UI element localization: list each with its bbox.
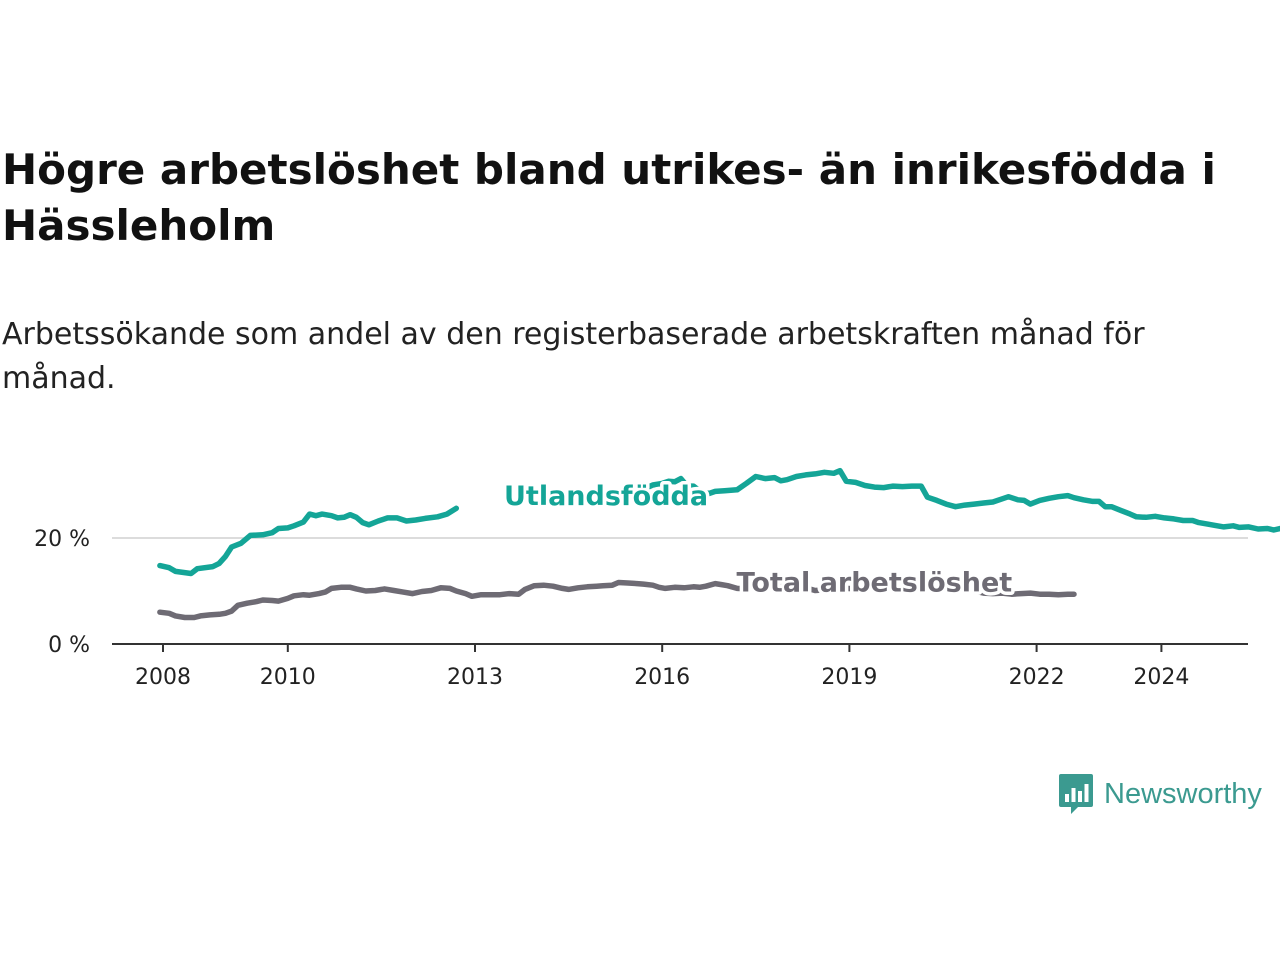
x-tick-label: 2024 xyxy=(1133,665,1189,690)
x-tick-label: 2008 xyxy=(135,665,191,690)
chart-title: Högre arbetslöshet bland utrikes- än inr… xyxy=(2,145,1216,250)
x-tick-label: 2013 xyxy=(447,665,503,690)
x-tick-label: 2022 xyxy=(1009,665,1065,690)
series-line-utlandsfodda xyxy=(157,505,460,577)
series-line-total-arbetsloshet xyxy=(157,579,1077,621)
brand-name: Newsworthy xyxy=(1104,777,1262,810)
chart-subtitle: Arbetssökande som andel av den registerb… xyxy=(2,317,1145,396)
newsworthy-logo: Newsworthy xyxy=(1058,772,1262,816)
x-axis: 2008 2010 2013 2016 2019 2022 2024 xyxy=(112,643,1248,690)
x-tick-label: 2016 xyxy=(634,665,690,690)
y-tick-label: 0 % xyxy=(48,633,90,658)
x-tick-label: 2010 xyxy=(260,665,316,690)
newsworthy-logo-icon xyxy=(1059,774,1093,814)
gridlines: 0 % 20 % xyxy=(34,527,1248,658)
series-annotation: Total arbetslöshet xyxy=(737,568,1013,599)
series-annotation: Utlandsfödda xyxy=(504,481,708,512)
series-lines xyxy=(157,467,1280,621)
y-tick-label: 20 % xyxy=(34,527,90,552)
series-line-utlandsfodda xyxy=(593,467,1280,533)
x-tick-label: 2019 xyxy=(821,665,877,690)
